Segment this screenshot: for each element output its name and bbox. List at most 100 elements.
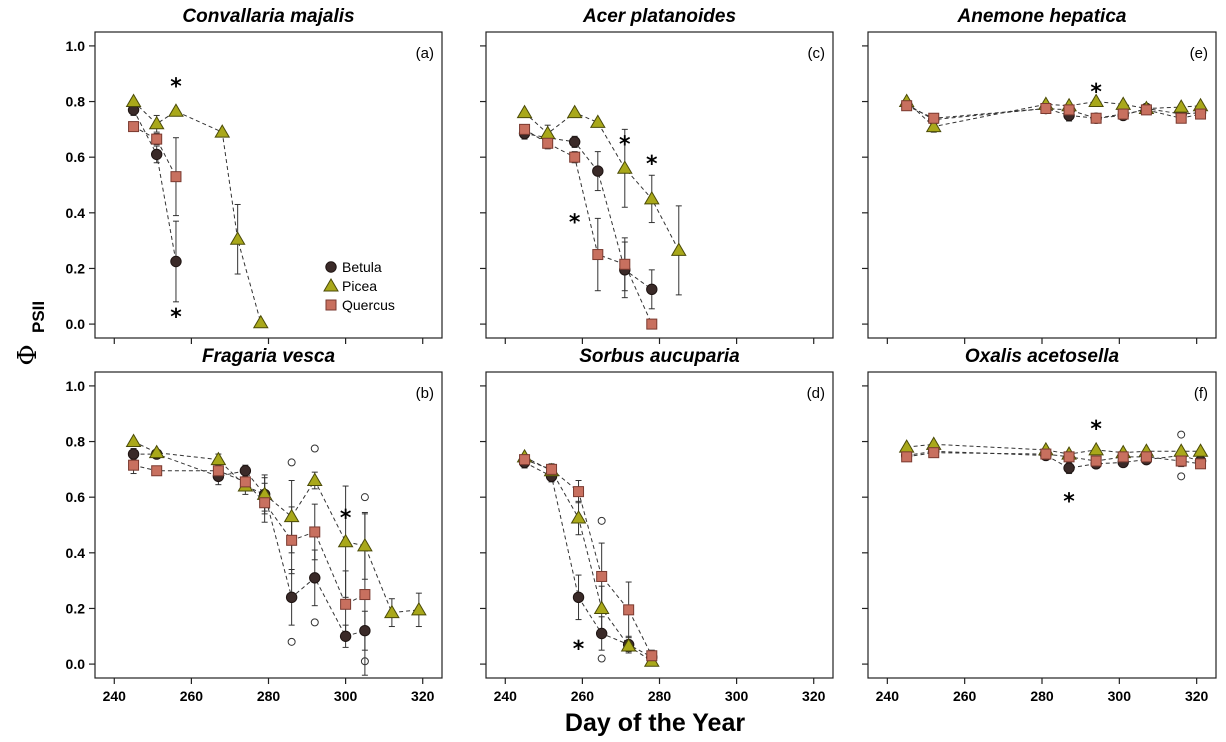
quercus-point [542, 137, 554, 149]
picea-point [214, 124, 231, 138]
quercus-point [519, 123, 531, 135]
betula-point [568, 136, 581, 148]
panel-c: Acer platanoides (c) * * * [480, 6, 834, 344]
panel-label: (a) [416, 45, 434, 62]
y-tick-label: 0.8 [66, 434, 86, 450]
quercus-point [151, 465, 163, 477]
panel-label: (d) [807, 385, 825, 402]
panel-title: Convallaria majalis [182, 6, 354, 27]
betula-point [309, 572, 321, 584]
betula-point [127, 448, 140, 460]
panel-title: Anemone hepatica [957, 6, 1127, 27]
x-tick-label: 260 [953, 688, 977, 704]
legend-label: Picea [342, 278, 377, 294]
legend: Betula Picea Quercus [323, 259, 395, 313]
series-line-picea [906, 101, 1201, 128]
quercus-point [901, 451, 913, 463]
picea-point [125, 433, 142, 448]
quercus-point [1063, 451, 1075, 463]
quercus-point [340, 598, 352, 610]
quercus-point [569, 151, 581, 163]
picea-point [670, 242, 687, 256]
quercus-point [170, 171, 182, 183]
outlier-point [287, 458, 296, 467]
picea-point [643, 190, 660, 205]
quercus-point [1117, 108, 1129, 120]
panel-title: Fragaria vesca [202, 346, 336, 367]
series-line-quercus [133, 126, 177, 177]
betula-point [339, 630, 352, 642]
outlier-point [310, 444, 319, 453]
picea-point [384, 604, 400, 619]
x-tick-label: 320 [802, 688, 826, 704]
y-tick-label: 0.8 [66, 94, 86, 110]
quercus-point [901, 100, 913, 112]
legend-label: Betula [342, 259, 382, 275]
picea-point [168, 103, 184, 117]
picea-point [125, 93, 142, 108]
betula-point [359, 625, 371, 637]
picea-point [570, 510, 587, 524]
outlier-point [287, 637, 296, 646]
panel-title: Sorbus aucuparia [579, 346, 740, 367]
significance-asterisk: * [569, 211, 581, 236]
y-tick-label: 0.0 [66, 316, 86, 332]
significance-asterisk: * [619, 133, 631, 158]
quercus-point [1040, 103, 1052, 114]
panel-title: Oxalis acetosella [965, 346, 1120, 367]
quercus-point [325, 299, 337, 311]
panel-e: Anemone hepatica (e) * [862, 6, 1217, 344]
picea-point [323, 278, 339, 292]
picea-point [1173, 443, 1190, 457]
x-tick-label: 280 [1030, 688, 1054, 704]
betula-point [592, 165, 604, 177]
series-line-quercus [524, 459, 653, 656]
series-line-picea [524, 456, 653, 662]
panel-a: Convallaria majalis (a) 0.0 0.2 0.4 0.6 0.8 1.0… [66, 6, 443, 344]
quercus-point [1175, 112, 1187, 124]
picea-point [1088, 441, 1105, 456]
betula-point [1063, 462, 1075, 474]
panel-frame [94, 371, 443, 679]
quercus-point [359, 589, 371, 601]
picea-point [593, 600, 610, 614]
quercus-point [646, 650, 658, 662]
y-axis-label-subscript: PSII [29, 301, 48, 333]
picea-point [229, 231, 246, 245]
y-tick-label: 0.4 [66, 205, 86, 221]
outlier-point [1177, 430, 1186, 439]
quercus-point [1195, 108, 1207, 120]
picea-point [210, 451, 227, 466]
y-tick-label: 0.2 [66, 260, 86, 276]
quercus-point [151, 133, 163, 145]
quercus-point [1090, 455, 1102, 467]
x-tick-label: 280 [648, 688, 672, 704]
significance-asterisk: * [1063, 489, 1075, 514]
betula-point [595, 627, 608, 640]
series-line-picea [133, 441, 419, 614]
significance-asterisk: * [573, 637, 585, 662]
x-tick-label: 320 [411, 688, 435, 704]
x-tick-label: 240 [494, 688, 518, 704]
significance-asterisk: * [340, 506, 352, 531]
picea-point [252, 314, 269, 329]
quercus-point [1117, 451, 1129, 463]
x-tick-label: 320 [1185, 688, 1209, 704]
x-tick-label: 300 [1108, 688, 1132, 704]
quercus-point [519, 454, 531, 466]
outlier-point [360, 657, 369, 666]
x-tick-label: 260 [180, 688, 204, 704]
quercus-point [573, 486, 585, 498]
picea-point [283, 508, 300, 523]
outlier-point [597, 516, 606, 525]
picea-point [925, 118, 942, 133]
quercus-point [928, 112, 940, 124]
quercus-point [1040, 448, 1052, 460]
quercus-point [1090, 112, 1102, 124]
panel-label: (c) [808, 45, 826, 62]
betula-point [646, 283, 658, 296]
panel-label: (b) [416, 385, 434, 402]
y-tick-label: 1.0 [66, 38, 86, 54]
y-tick-label: 0.2 [66, 600, 86, 616]
